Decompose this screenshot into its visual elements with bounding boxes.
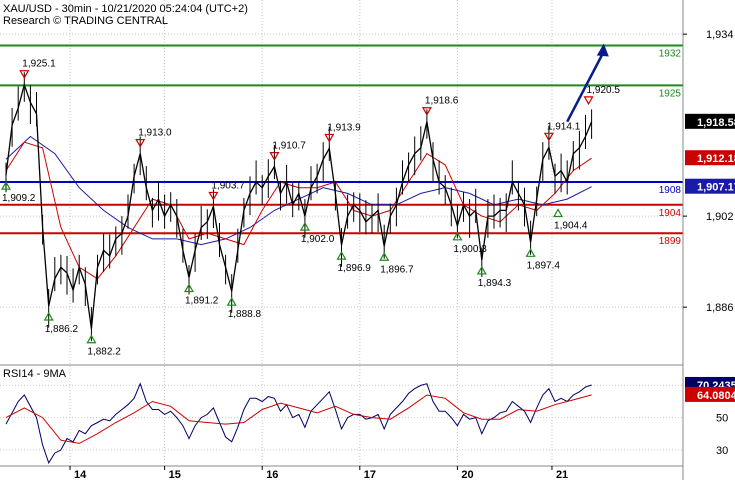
slow-ma-tag: 1,907.17 (697, 182, 735, 194)
rsi-ma-value-tag: 64.0804 (697, 390, 735, 402)
rsi-tick-label: 50 (716, 413, 728, 425)
trough-marker (452, 231, 463, 241)
level-label-1908: 1908 (659, 185, 682, 196)
trough-marker (0, 180, 12, 190)
peak-label: 1,913.9 (327, 122, 361, 133)
trough-label: 1,904.4 (554, 220, 588, 231)
rsi-line (5, 382, 592, 464)
peak-marker (324, 133, 335, 143)
trough-marker (336, 250, 347, 260)
trough-label: 1,902.0 (301, 234, 335, 245)
trough-label: 1,886.2 (45, 324, 79, 335)
trough-label: 1,891.2 (185, 296, 219, 307)
rsi-ma-value-tag-box (685, 386, 735, 402)
x-tick-label: 14 (74, 469, 87, 480)
peak-label: 1,920.5 (587, 85, 621, 96)
peak-marker (583, 96, 594, 106)
trough-marker (43, 311, 54, 321)
trough-label: 1,894.3 (478, 278, 512, 289)
trough-label: 1,909.2 (2, 193, 36, 204)
y-tick-label: 1,934 (706, 29, 734, 41)
level-label-1904: 1904 (659, 208, 682, 219)
forecast-arrow-head (596, 43, 609, 57)
peak-marker (19, 70, 30, 79)
trough-marker (525, 248, 536, 257)
trough-label: 1,900.3 (453, 244, 487, 255)
slow-ma-tag-box (685, 178, 735, 194)
peak-label: 1,913.0 (138, 128, 172, 139)
peak-marker (269, 152, 280, 161)
trough-marker (553, 208, 564, 218)
peak-label: 1,903.7 (211, 180, 245, 191)
current-price-tag-box (685, 113, 735, 129)
y-tick-label: 1,902 (706, 211, 734, 223)
trough-label: 1,897.4 (527, 260, 561, 271)
chart-source: Research © TRADING CENTRAL (3, 15, 168, 27)
trough-label: 1,888.8 (228, 309, 262, 320)
trough-marker (86, 334, 97, 344)
forecast-arrow-shaft (566, 50, 605, 123)
rsi-panel-title: RSI14 - 9MA (3, 368, 67, 380)
peak-marker (135, 138, 146, 148)
level-label-1925: 1925 (659, 88, 682, 99)
x-tick-label: 16 (266, 469, 278, 480)
price-line (5, 82, 593, 329)
peak-marker (421, 107, 432, 116)
trough-marker (183, 283, 195, 293)
peak-label: 1,925.1 (22, 59, 56, 70)
trough-marker (379, 252, 390, 261)
y-tick-label: 1,886 (706, 302, 734, 314)
trough-marker (476, 265, 487, 275)
trough-label: 1,896.7 (380, 264, 414, 275)
peak-label: 1,914.1 (547, 121, 581, 132)
rsi-tick-label: 30 (716, 445, 728, 457)
x-tick-label: 17 (364, 469, 376, 480)
chart-title: XAU/USD - 30min - 10/21/2020 05:24:04 (U… (3, 3, 248, 15)
peak-label: 1,918.6 (425, 96, 459, 107)
trough-marker (226, 296, 237, 306)
fast-ma-tag-box (685, 150, 735, 166)
trough-label: 1,882.2 (87, 347, 121, 358)
x-tick-label: 20 (461, 469, 473, 480)
peak-label: 1,910.7 (272, 141, 306, 152)
level-label-1899: 1899 (659, 236, 682, 247)
peak-marker (208, 191, 219, 201)
x-tick-label: 21 (556, 469, 568, 480)
x-tick-label: 15 (169, 469, 181, 480)
rsi-ma-line (5, 394, 592, 444)
trough-marker (299, 221, 310, 231)
level-label-1932: 1932 (659, 49, 682, 60)
fast-ma-tag: 1,912.18 (697, 153, 735, 165)
trough-label: 1,896.9 (338, 263, 372, 274)
current-price-tag: 1,918.58 (697, 117, 735, 129)
peak-marker (543, 132, 554, 142)
